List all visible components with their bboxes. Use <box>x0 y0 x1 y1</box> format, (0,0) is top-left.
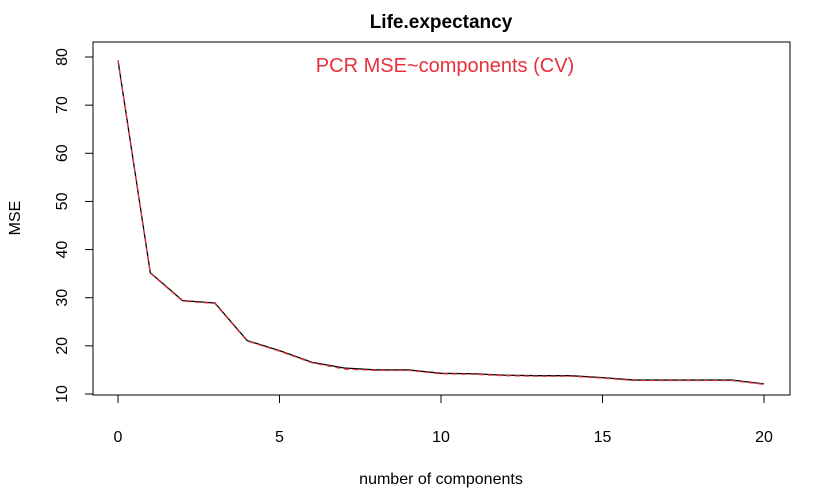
y-tick-label: 30 <box>54 289 71 307</box>
x-tick-label: 10 <box>432 429 450 446</box>
chart-annotation: PCR MSE~components (CV) <box>316 55 574 77</box>
y-tick-label: 50 <box>54 192 71 210</box>
x-tick-label: 5 <box>275 429 284 446</box>
series-line-2 <box>117 60 765 386</box>
y-tick-label: 60 <box>54 144 71 162</box>
x-axis-label: number of components <box>359 471 523 488</box>
y-tick-label: 80 <box>54 48 71 66</box>
series-layer <box>117 60 765 386</box>
y-axis-label: MSE <box>7 201 24 236</box>
y-tick-label: 40 <box>54 241 71 259</box>
x-tick-label: 0 <box>114 429 123 446</box>
x-tick-label: 15 <box>594 429 612 446</box>
y-tick-label: 70 <box>54 96 71 114</box>
x-axis: 0 5 10 15 20 <box>114 394 773 446</box>
plot-frame <box>92 41 791 396</box>
y-tick-label: 20 <box>54 337 71 355</box>
chart-title: Life.expectancy <box>370 12 513 33</box>
y-axis: 10 20 30 40 50 60 70 80 <box>54 48 94 403</box>
y-tick-label: 10 <box>54 385 71 403</box>
series-line-1 <box>117 60 765 385</box>
x-tick-label: 20 <box>755 429 773 446</box>
